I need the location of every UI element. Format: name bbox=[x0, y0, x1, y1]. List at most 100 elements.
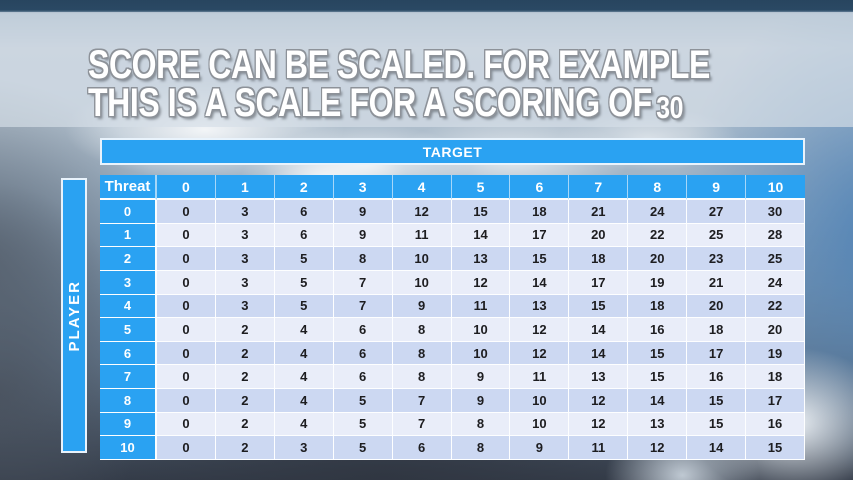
score-cell: 8 bbox=[451, 412, 511, 437]
score-cell: 0 bbox=[157, 412, 216, 437]
score-cell: 18 bbox=[687, 318, 747, 342]
score-cell: 14 bbox=[451, 223, 511, 248]
score-cell: 7 bbox=[392, 412, 452, 437]
title-scale-value: 30 bbox=[656, 90, 684, 125]
score-cell: 20 bbox=[687, 294, 747, 319]
score-cell: 18 bbox=[628, 294, 688, 319]
row-header-threat: 4 bbox=[100, 294, 157, 319]
score-cell: 13 bbox=[569, 365, 629, 389]
score-cell: 8 bbox=[392, 341, 452, 366]
score-cell: 4 bbox=[274, 389, 334, 413]
score-cell: 9 bbox=[333, 200, 393, 224]
score-cell: 16 bbox=[687, 365, 747, 389]
target-axis-header: TARGET bbox=[100, 138, 805, 165]
score-cell: 27 bbox=[687, 200, 747, 224]
score-cell: 12 bbox=[510, 341, 570, 366]
score-cell: 18 bbox=[746, 365, 805, 389]
score-cell: 4 bbox=[274, 412, 334, 437]
score-cell: 5 bbox=[333, 436, 393, 460]
score-cell: 25 bbox=[687, 223, 747, 248]
target-label: TARGET bbox=[422, 143, 483, 160]
score-cell: 16 bbox=[628, 318, 688, 342]
score-cell: 0 bbox=[157, 436, 216, 460]
score-cell: 9 bbox=[510, 436, 570, 460]
score-cell: 10 bbox=[510, 389, 570, 413]
score-cell: 15 bbox=[687, 389, 747, 413]
score-cell: 0 bbox=[157, 247, 216, 271]
score-cell: 20 bbox=[628, 247, 688, 271]
column-header: 8 bbox=[628, 175, 688, 200]
row-header-threat: 1 bbox=[100, 223, 157, 248]
score-cell: 4 bbox=[274, 318, 334, 342]
score-cell: 12 bbox=[628, 436, 688, 460]
score-cell: 20 bbox=[569, 223, 629, 248]
score-cell: 9 bbox=[451, 389, 511, 413]
score-cell: 10 bbox=[392, 247, 452, 271]
score-cell: 14 bbox=[569, 341, 629, 366]
row-header-threat: 3 bbox=[100, 270, 157, 295]
score-cell: 9 bbox=[333, 223, 393, 248]
column-header: 3 bbox=[333, 175, 393, 200]
score-cell: 14 bbox=[628, 389, 688, 413]
column-header: 2 bbox=[274, 175, 334, 200]
score-cell: 0 bbox=[157, 270, 216, 295]
column-header: 5 bbox=[451, 175, 511, 200]
score-cell: 18 bbox=[510, 200, 570, 224]
row-header-threat: 0 bbox=[100, 200, 157, 224]
score-cell: 12 bbox=[392, 200, 452, 224]
score-cell: 16 bbox=[746, 412, 805, 437]
column-header: 10 bbox=[746, 175, 805, 200]
score-cell: 10 bbox=[451, 318, 511, 342]
score-cell: 30 bbox=[746, 200, 805, 224]
score-cell: 5 bbox=[333, 412, 393, 437]
score-cell: 14 bbox=[510, 270, 570, 295]
score-cell: 15 bbox=[628, 341, 688, 366]
column-header: 7 bbox=[569, 175, 629, 200]
score-cell: 10 bbox=[392, 270, 452, 295]
score-cell: 12 bbox=[451, 270, 511, 295]
title-line-1: SCORE CAN BE SCALED. FOR EXAMPLE bbox=[88, 43, 710, 87]
score-cell: 8 bbox=[333, 247, 393, 271]
score-cell: 21 bbox=[687, 270, 747, 295]
row-header-threat: 8 bbox=[100, 389, 157, 413]
score-cell: 3 bbox=[215, 247, 275, 271]
row-header-threat: 9 bbox=[100, 412, 157, 437]
score-cell: 13 bbox=[628, 412, 688, 437]
score-cell: 12 bbox=[569, 412, 629, 437]
title-line-2: THIS IS A SCALE FOR A SCORING OF 30 bbox=[88, 81, 853, 127]
score-cell: 2 bbox=[215, 341, 275, 366]
row-header-threat: 5 bbox=[100, 318, 157, 342]
score-cell: 18 bbox=[569, 247, 629, 271]
score-cell: 12 bbox=[510, 318, 570, 342]
score-cell: 14 bbox=[687, 436, 747, 460]
score-cell: 11 bbox=[510, 365, 570, 389]
score-cell: 4 bbox=[274, 341, 334, 366]
score-cell: 10 bbox=[510, 412, 570, 437]
score-cell: 8 bbox=[392, 318, 452, 342]
score-cell: 6 bbox=[333, 365, 393, 389]
score-cell: 17 bbox=[569, 270, 629, 295]
score-cell: 9 bbox=[392, 294, 452, 319]
score-cell: 17 bbox=[746, 389, 805, 413]
score-cell: 2 bbox=[215, 365, 275, 389]
column-header: 0 bbox=[157, 175, 216, 200]
score-cell: 13 bbox=[510, 294, 570, 319]
score-cell: 15 bbox=[510, 247, 570, 271]
score-cell: 22 bbox=[628, 223, 688, 248]
score-cell: 6 bbox=[274, 200, 334, 224]
score-cell: 7 bbox=[333, 270, 393, 295]
score-cell: 17 bbox=[687, 341, 747, 366]
score-cell: 0 bbox=[157, 318, 216, 342]
score-cell: 11 bbox=[569, 436, 629, 460]
score-cell: 0 bbox=[157, 294, 216, 319]
score-cell: 3 bbox=[215, 294, 275, 319]
row-header-threat: 10 bbox=[100, 436, 157, 460]
score-cell: 12 bbox=[569, 389, 629, 413]
score-cell: 15 bbox=[569, 294, 629, 319]
score-cell: 5 bbox=[274, 294, 334, 319]
row-header-threat: 2 bbox=[100, 247, 157, 271]
player-axis-header: PLAYER bbox=[61, 178, 87, 453]
score-cell: 11 bbox=[451, 294, 511, 319]
score-cell: 10 bbox=[451, 341, 511, 366]
title-line-2-text: THIS IS A SCALE FOR A SCORING OF bbox=[88, 81, 652, 125]
